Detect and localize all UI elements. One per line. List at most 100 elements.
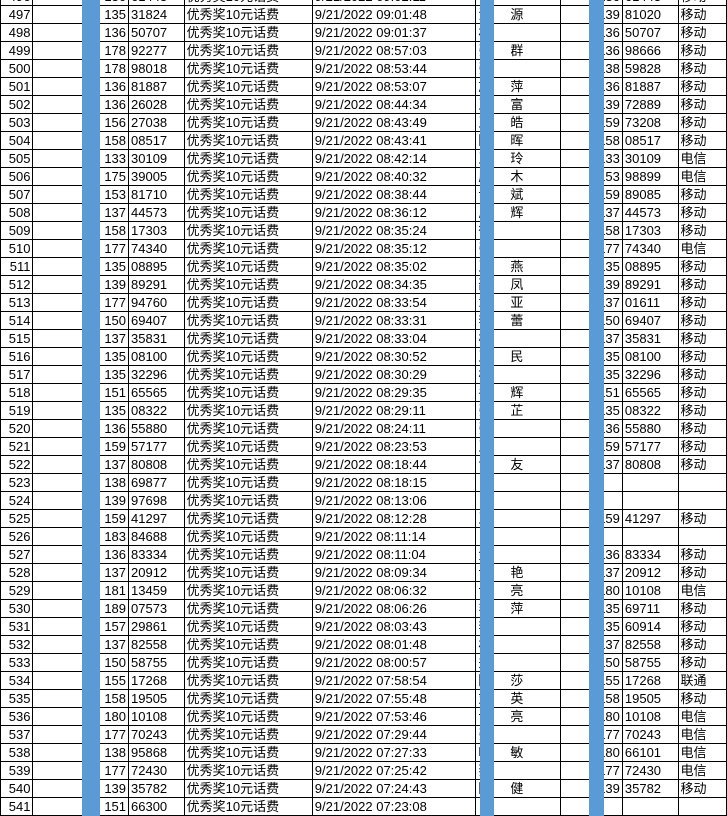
row-number-header[interactable]: 505 — [0, 149, 34, 168]
cell-timestamp[interactable]: 9/21/2022 07:27:33 — [311, 743, 477, 762]
cell-phone-prefix[interactable]: 136 — [32, 95, 130, 114]
cell-phone2-prefix[interactable]: 159 — [560, 185, 623, 204]
cell-phone-prefix[interactable]: 137 — [32, 329, 130, 348]
cell-carrier[interactable]: 电信 — [677, 149, 727, 168]
cell-phone2-prefix[interactable]: 136 — [560, 23, 623, 42]
table-row[interactable]: 525 159 41297 优秀奖10元话费 9/21/2022 08:12:28 王 15… — [0, 509, 727, 528]
cell-phone2-prefix[interactable]: 180 — [560, 743, 623, 762]
cell-phone2-prefix[interactable]: 137 — [560, 455, 623, 474]
cell-name[interactable]: 李 — [475, 617, 562, 636]
cell-phone-suffix[interactable]: 08100 — [128, 347, 185, 366]
cell-phone2-suffix[interactable]: 73208 — [621, 113, 679, 132]
cell-phone-prefix[interactable]: 155 — [32, 671, 130, 690]
cell-carrier[interactable]: 移动 — [677, 455, 727, 474]
cell-phone-prefix[interactable]: 156 — [32, 113, 130, 132]
cell-name[interactable]: 许斌 — [475, 185, 562, 204]
table-row[interactable]: 517 135 32296 优秀奖10元话费 9/21/2022 08:30:29 杜 13… — [0, 365, 727, 384]
cell-carrier[interactable]: 移动 — [677, 59, 727, 78]
cell-name[interactable]: 林 — [475, 23, 562, 42]
cell-timestamp[interactable]: 9/21/2022 08:35:02 — [311, 257, 477, 276]
cell-carrier[interactable]: 移动 — [677, 635, 727, 654]
cell-phone2-prefix[interactable] — [560, 473, 623, 492]
cell-timestamp[interactable]: 9/21/2022 09:01:48 — [311, 5, 477, 24]
cell-name[interactable]: 陈健 — [475, 779, 562, 798]
cell-timestamp[interactable]: 9/21/2022 08:18:44 — [311, 455, 477, 474]
cell-phone2-suffix[interactable] — [621, 491, 679, 510]
row-number-header[interactable]: 537 — [0, 725, 34, 744]
cell-phone-suffix[interactable]: 17268 — [128, 671, 185, 690]
cell-carrier[interactable]: 电信 — [677, 239, 727, 258]
cell-prize[interactable]: 优秀奖10元话费 — [183, 113, 313, 132]
cell-phone-suffix[interactable]: 65565 — [128, 383, 185, 402]
row-number-header[interactable]: 509 — [0, 221, 34, 240]
cell-phone-prefix[interactable]: 181 — [32, 581, 130, 600]
cell-phone-suffix[interactable]: 80808 — [128, 455, 185, 474]
cell-phone2-prefix[interactable] — [560, 527, 623, 546]
cell-phone2-suffix[interactable]: 82558 — [621, 635, 679, 654]
cell-phone2-prefix[interactable]: 159 — [560, 509, 623, 528]
cell-timestamp[interactable]: 9/21/2022 08:29:11 — [311, 401, 477, 420]
row-number-header[interactable]: 501 — [0, 77, 34, 96]
cell-prize[interactable]: 优秀奖10元话费 — [183, 545, 313, 564]
cell-prize[interactable]: 优秀奖10元话费 — [183, 167, 313, 186]
cell-timestamp[interactable]: 9/21/2022 08:36:12 — [311, 203, 477, 222]
table-row[interactable]: 523 138 69877 优秀奖10元话费 9/21/2022 08:18:15 — [0, 473, 727, 492]
cell-phone-prefix[interactable]: 137 — [32, 563, 130, 582]
cell-phone-prefix[interactable]: 159 — [32, 437, 130, 456]
cell-name[interactable]: 王 — [475, 437, 562, 456]
cell-timestamp[interactable]: 9/21/2022 08:11:04 — [311, 545, 477, 564]
cell-phone2-suffix[interactable]: 41297 — [621, 509, 679, 528]
cell-phone2-suffix[interactable]: 08322 — [621, 401, 679, 420]
table-row[interactable]: 529 181 13459 优秀奖10元话费 9/21/2022 08:06:32 许亮 1… — [0, 581, 727, 600]
cell-phone-prefix[interactable]: 151 — [32, 383, 130, 402]
cell-phone-suffix[interactable]: 08322 — [128, 401, 185, 420]
cell-timestamp[interactable]: 9/21/2022 08:40:32 — [311, 167, 477, 186]
cell-phone-suffix[interactable]: 44573 — [128, 203, 185, 222]
cell-timestamp[interactable]: 9/21/2022 08:35:12 — [311, 239, 477, 258]
cell-carrier[interactable]: 电信 — [677, 707, 727, 726]
cell-phone2-suffix[interactable] — [621, 473, 679, 492]
cell-phone2-suffix[interactable]: 19505 — [621, 689, 679, 708]
row-number-header[interactable]: 540 — [0, 779, 34, 798]
cell-carrier[interactable]: 移动 — [677, 293, 727, 312]
cell-prize[interactable]: 优秀奖10元话费 — [183, 95, 313, 114]
cell-phone2-suffix[interactable]: 10108 — [621, 707, 679, 726]
cell-carrier[interactable] — [677, 527, 727, 546]
cell-phone-prefix[interactable]: 137 — [32, 455, 130, 474]
cell-phone-suffix[interactable]: 74340 — [128, 239, 185, 258]
cell-carrier[interactable]: 移动 — [677, 275, 727, 294]
cell-name[interactable]: 蔡 — [475, 761, 562, 780]
cell-carrier[interactable]: 移动 — [677, 383, 727, 402]
cell-name[interactable]: 章亚 — [475, 293, 562, 312]
cell-phone-suffix[interactable]: 35831 — [128, 329, 185, 348]
cell-name[interactable]: 刘英 — [475, 689, 562, 708]
cell-phone2-suffix[interactable]: 57177 — [621, 437, 679, 456]
cell-phone-suffix[interactable]: 92277 — [128, 41, 185, 60]
cell-phone2-prefix[interactable]: 137 — [560, 563, 623, 582]
cell-prize[interactable]: 优秀奖10元话费 — [183, 329, 313, 348]
row-number-header[interactable]: 530 — [0, 599, 34, 618]
cell-phone2-suffix[interactable]: 81887 — [621, 77, 679, 96]
cell-phone-suffix[interactable]: 98018 — [128, 59, 185, 78]
row-number-header[interactable]: 538 — [0, 743, 34, 762]
table-row[interactable]: 537 177 70243 优秀奖10元话费 9/21/2022 07:29:44 张 17… — [0, 725, 727, 744]
cell-phone-prefix[interactable]: 177 — [32, 761, 130, 780]
cell-phone-prefix[interactable]: 138 — [32, 743, 130, 762]
table-row[interactable]: 499 178 92277 优秀奖10元话费 9/21/2022 08:57:03 张群 1… — [0, 41, 727, 60]
cell-prize[interactable]: 优秀奖10元话费 — [183, 509, 313, 528]
cell-prize[interactable]: 优秀奖10元话费 — [183, 311, 313, 330]
cell-name[interactable]: 周辉 — [475, 203, 562, 222]
cell-phone2-suffix[interactable]: 83334 — [621, 545, 679, 564]
cell-phone-suffix[interactable]: 17303 — [128, 221, 185, 240]
table-row[interactable]: 514 150 69407 优秀奖10元话费 9/21/2022 08:33:31 李蕾 1… — [0, 311, 727, 330]
row-number-header[interactable]: 525 — [0, 509, 34, 528]
cell-name[interactable]: 张 — [475, 59, 562, 78]
row-number-header[interactable]: 503 — [0, 113, 34, 132]
row-number-header[interactable]: 528 — [0, 563, 34, 582]
row-number-header[interactable]: 519 — [0, 401, 34, 420]
cell-phone-prefix[interactable]: 153 — [32, 185, 130, 204]
cell-phone-prefix[interactable]: 139 — [32, 275, 130, 294]
cell-prize[interactable]: 优秀奖10元话费 — [183, 5, 313, 24]
cell-phone-suffix[interactable]: 84688 — [128, 527, 185, 546]
cell-prize[interactable]: 优秀奖10元话费 — [183, 365, 313, 384]
